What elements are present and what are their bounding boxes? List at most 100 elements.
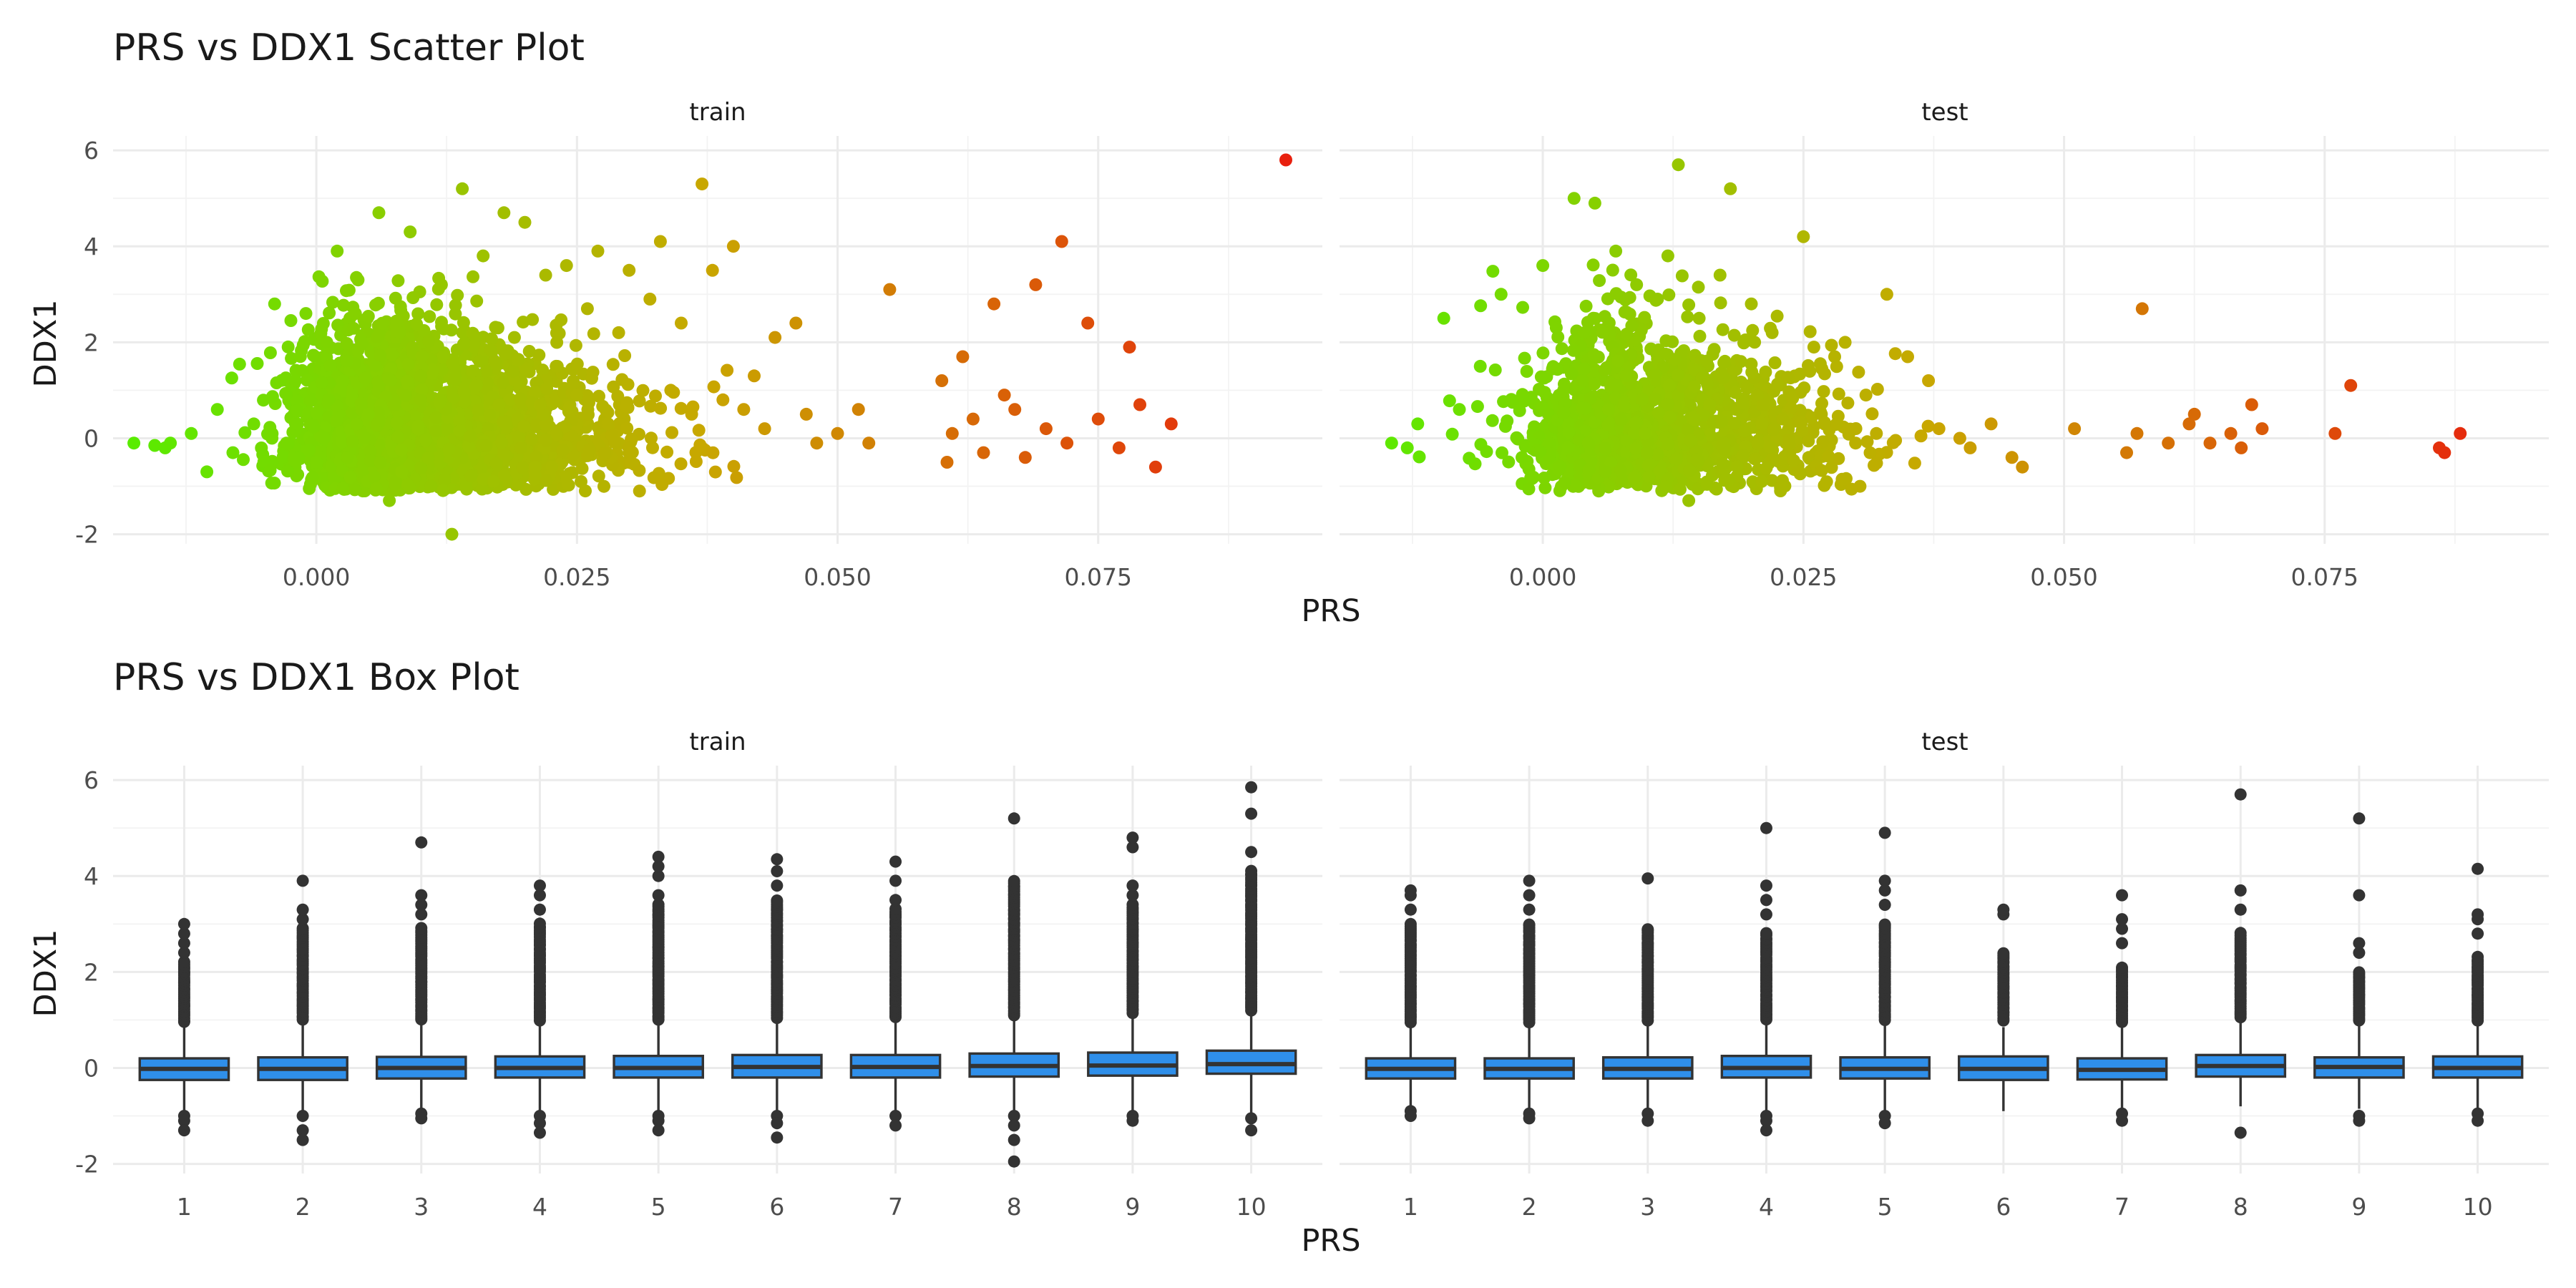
scatter-point bbox=[330, 414, 343, 426]
scatter-point bbox=[522, 345, 536, 358]
scatter-point bbox=[1518, 351, 1531, 365]
scatter-point bbox=[1803, 364, 1817, 378]
scatter-point bbox=[1717, 371, 1730, 384]
scatter-point bbox=[555, 313, 568, 326]
scatter-x-tick-label: 0.050 bbox=[804, 563, 871, 591]
scatter-point bbox=[1715, 414, 1729, 428]
scatter-point bbox=[389, 475, 402, 488]
scatter-x-tick-label: 0.000 bbox=[283, 563, 350, 591]
scatter-point bbox=[643, 293, 657, 306]
scatter-point bbox=[587, 327, 600, 341]
scatter-point bbox=[414, 393, 427, 406]
scatter-point bbox=[358, 371, 372, 385]
scatter-point bbox=[592, 389, 605, 403]
scatter-point bbox=[1636, 393, 1649, 406]
scatter-point bbox=[1555, 342, 1568, 356]
scatter-point bbox=[2454, 426, 2467, 440]
scatter-point bbox=[539, 268, 552, 282]
scatter-point bbox=[550, 359, 563, 373]
scatter-point bbox=[1832, 452, 1845, 465]
scatter-point bbox=[293, 350, 307, 364]
scatter-point bbox=[1822, 449, 1835, 463]
scatter-point bbox=[340, 284, 353, 298]
box-outlier bbox=[296, 913, 309, 926]
scatter-point bbox=[1543, 447, 1557, 461]
scatter-point bbox=[1659, 480, 1673, 494]
scatter-point bbox=[1662, 437, 1675, 451]
scatter-point bbox=[1602, 403, 1615, 416]
scatter-point bbox=[1832, 387, 1845, 401]
scatter-point bbox=[372, 406, 386, 419]
scatter-point bbox=[602, 417, 615, 431]
scatter-point bbox=[341, 451, 354, 464]
scatter-point bbox=[1672, 158, 1685, 172]
scatter-point bbox=[419, 434, 433, 447]
scatter-point bbox=[1640, 446, 1654, 459]
scatter-point bbox=[1618, 306, 1631, 319]
box-outlier bbox=[652, 1114, 665, 1127]
box-outlier bbox=[652, 1124, 665, 1137]
scatter-point bbox=[1463, 452, 1476, 465]
box-outlier bbox=[296, 922, 309, 935]
scatter-point bbox=[1599, 363, 1611, 376]
box-outlier bbox=[771, 853, 784, 866]
scatter-point bbox=[940, 456, 954, 469]
scatter-point bbox=[1760, 462, 1773, 475]
scatter-point bbox=[281, 340, 295, 353]
scatter-point bbox=[470, 294, 484, 308]
scatter-point bbox=[562, 478, 575, 492]
scatter-point bbox=[1614, 464, 1627, 477]
scatter-point bbox=[540, 474, 553, 487]
scatter-point bbox=[1863, 446, 1877, 459]
scatter-point bbox=[374, 348, 387, 362]
scatter-point bbox=[1411, 417, 1425, 431]
scatter-point bbox=[374, 456, 387, 469]
scatter-point bbox=[1615, 474, 1629, 488]
scatter-point bbox=[2130, 426, 2144, 440]
scatter-point bbox=[1627, 471, 1641, 484]
box-outlier bbox=[1245, 1112, 1258, 1125]
scatter-point bbox=[2120, 446, 2133, 459]
scatter-point bbox=[1818, 367, 1831, 381]
scatter-point bbox=[315, 376, 328, 389]
scatter-point bbox=[550, 336, 564, 349]
scatter-point bbox=[457, 316, 470, 329]
scatter-point bbox=[1649, 368, 1662, 381]
scatter-point bbox=[1795, 424, 1809, 437]
scatter-point bbox=[558, 420, 572, 434]
scatter-point bbox=[404, 225, 417, 239]
scatter-point bbox=[1740, 381, 1754, 395]
scatter-point bbox=[586, 366, 600, 379]
scatter-point bbox=[185, 426, 198, 440]
scatter-point bbox=[509, 478, 523, 492]
scatter-point bbox=[504, 393, 517, 406]
scatter-point bbox=[1901, 350, 1914, 364]
scatter-point bbox=[492, 398, 506, 411]
scatter-point bbox=[1770, 309, 1784, 323]
scatter-point bbox=[464, 469, 478, 483]
scatter-point bbox=[317, 431, 331, 445]
scatter-point bbox=[570, 357, 584, 371]
scatter-point bbox=[390, 416, 404, 429]
scatter-point bbox=[350, 417, 364, 431]
scatter-point bbox=[532, 348, 546, 362]
scatter-point bbox=[956, 350, 970, 364]
scatter-point bbox=[2016, 460, 2029, 474]
scatter-point bbox=[1664, 411, 1677, 424]
scatter-point bbox=[2438, 446, 2451, 459]
box-x-tick-label: 8 bbox=[1007, 1193, 1022, 1221]
box-outlier bbox=[889, 855, 902, 868]
scatter-point bbox=[1756, 399, 1770, 412]
scatter-point bbox=[1681, 423, 1694, 436]
scatter-point bbox=[1817, 385, 1830, 399]
scatter-point bbox=[307, 420, 321, 434]
scatter-point bbox=[1522, 482, 1536, 496]
box-outlier bbox=[1008, 1133, 1020, 1146]
scatter-point bbox=[351, 273, 365, 287]
box-title: PRS vs DDX1 Box Plot bbox=[113, 656, 519, 699]
scatter-point bbox=[2344, 379, 2358, 392]
scatter-point bbox=[654, 401, 668, 415]
scatter-point bbox=[1771, 378, 1785, 391]
scatter-point bbox=[653, 235, 667, 248]
scatter-point bbox=[2203, 436, 2217, 450]
